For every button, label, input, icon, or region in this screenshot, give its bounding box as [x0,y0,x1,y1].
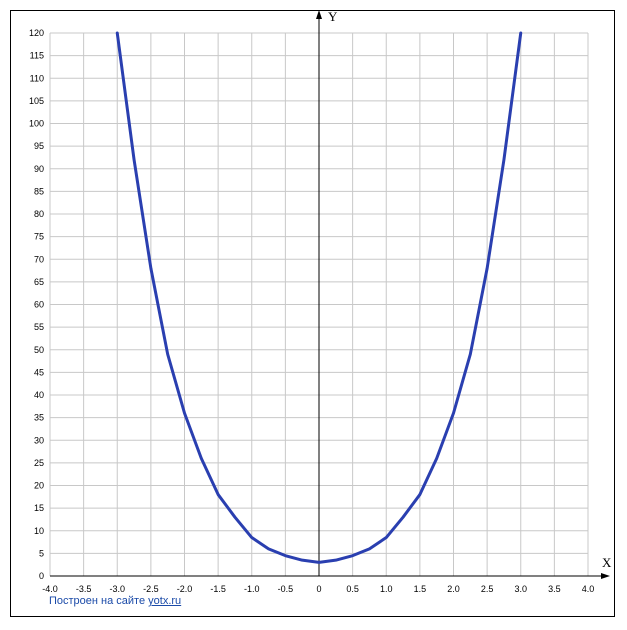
y-tick-label: 20 [34,481,44,491]
y-tick-label: 25 [34,458,44,468]
y-tick-label: 10 [34,526,44,536]
x-axis-arrow [601,573,610,579]
y-tick-label: 110 [30,73,44,83]
x-tick-label: 3.5 [548,584,561,594]
x-tick-label: -3.0 [109,584,125,594]
y-tick-label: 100 [29,119,44,129]
y-tick-label: 40 [34,390,44,400]
x-tick-label: 3.0 [514,584,527,594]
y-axis-arrow [316,10,322,19]
footer: Построен на сайте yotx.ru [49,595,181,607]
y-tick-label: 5 [39,548,44,558]
series-line [115,31,523,564]
curve-series [115,31,523,564]
y-tick-label: 70 [34,254,44,264]
x-tick-label: -3.5 [76,584,92,594]
x-tick-label: 1.5 [414,584,427,594]
y-tick-label: 45 [34,367,44,377]
y-tick-label: 55 [34,322,44,332]
x-tick-label: -4.0 [42,584,58,594]
x-tick-label: -1.5 [210,584,226,594]
x-tick-label: -0.5 [278,584,294,594]
y-tick-label: 85 [34,186,44,196]
y-tick-label: 15 [34,503,44,513]
y-tick-label: 65 [34,277,44,287]
x-tick-label: 2.0 [447,584,460,594]
y-tick-label: 90 [34,164,44,174]
y-tick-label: 50 [34,345,44,355]
y-tick-label: 120 [29,28,44,38]
y-tick-label: 80 [34,209,44,219]
x-axis-label: X [602,555,612,570]
y-tick-label: 0 [39,571,44,581]
y-tick-label: 75 [34,232,44,242]
x-tick-label: -1.0 [244,584,260,594]
tick-labels: -4.0 -3.5 -3.0 -2.5 -2.0 -1.5 -1.0 -0.5 0 0.5 1.0 1… [29,28,594,594]
axes [50,10,610,579]
y-tick-label: 95 [34,141,44,151]
x-tick-label: 2.5 [481,584,494,594]
y-tick-label: 30 [34,435,44,445]
x-tick-label: 0 [316,584,321,594]
y-axis-label: Y [328,9,338,24]
x-tick-label: -2.0 [177,584,193,594]
chart-frame [10,10,615,617]
x-tick-label: -2.5 [143,584,159,594]
footer-text: Построен на сайте [49,595,146,607]
y-tick-label: 115 [30,51,44,61]
x-tick-label: 1.0 [380,584,393,594]
footer-link[interactable]: yotx.ru [148,595,182,607]
x-tick-label: 4.0 [582,584,595,594]
x-tick-label: 0.5 [346,584,359,594]
y-tick-label: 60 [34,300,44,310]
y-tick-label: 105 [29,96,44,106]
y-tick-label: 35 [34,413,44,423]
